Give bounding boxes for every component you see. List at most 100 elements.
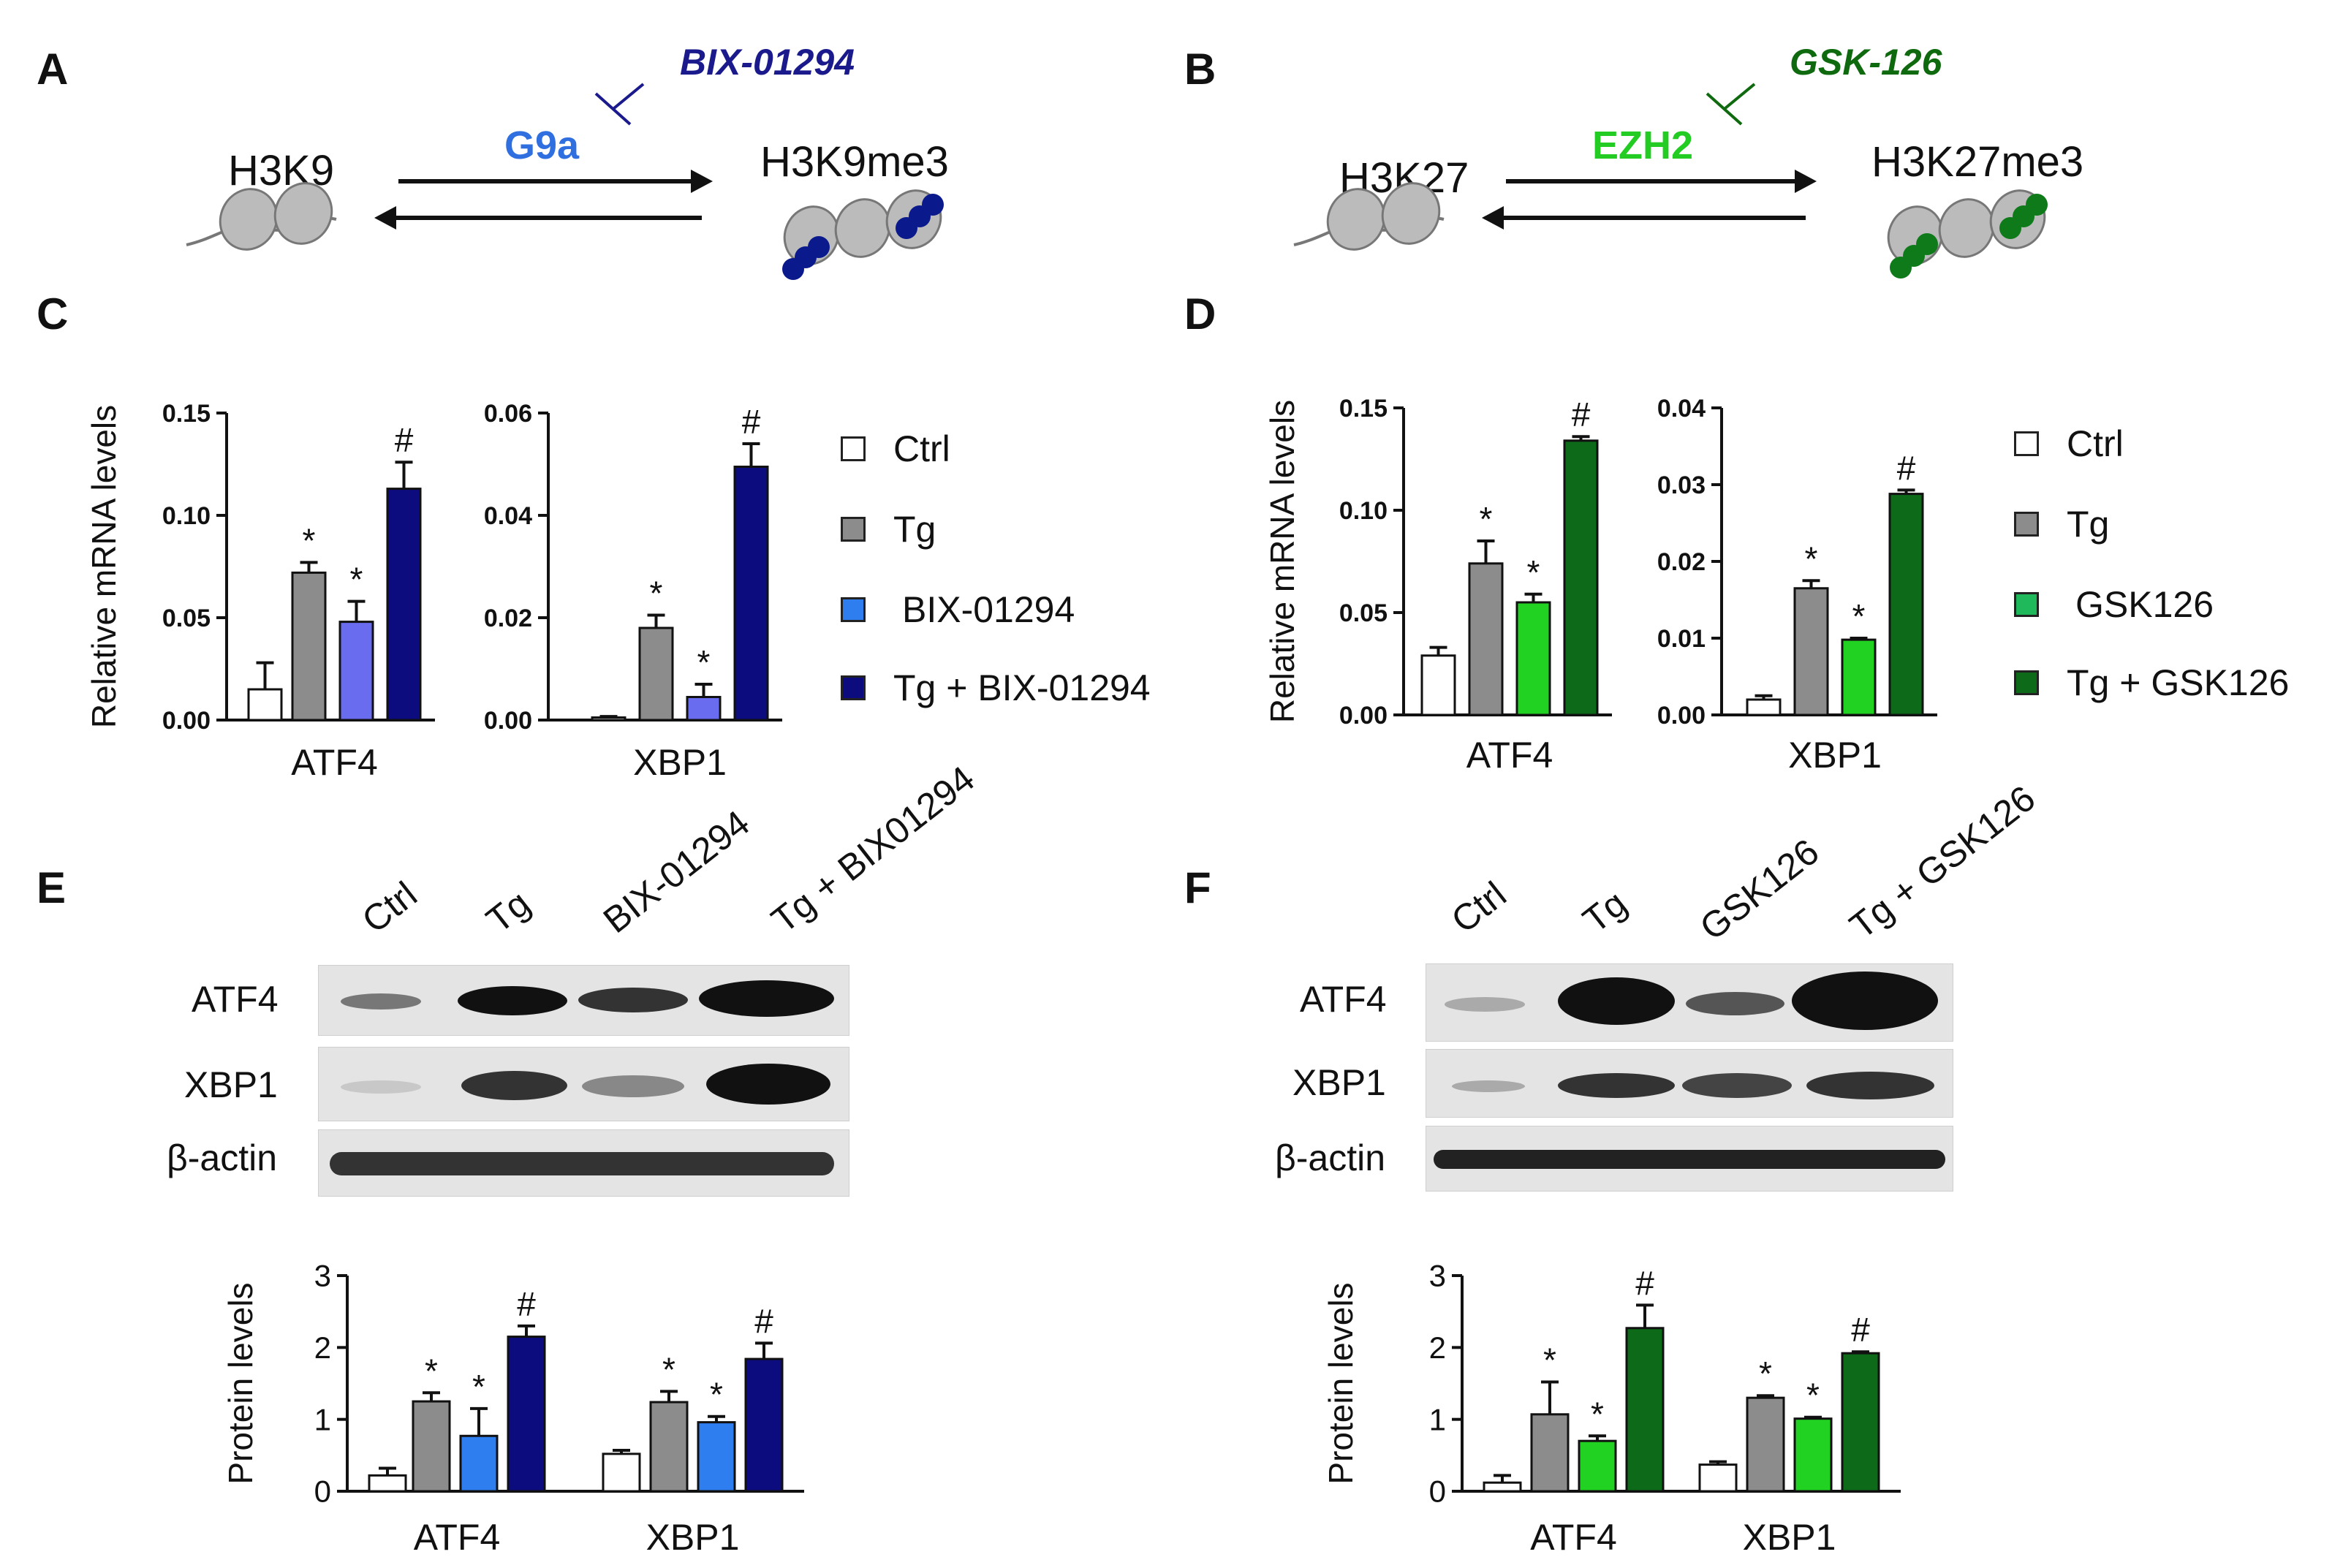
bar [1793,587,1829,716]
legend-item: GSK126 [2014,583,2214,626]
bar [649,1401,689,1493]
y-tick-label: 0.10 [1339,497,1388,525]
blot-strip-atf4 [318,965,849,1036]
significance-label: * [697,643,711,681]
significance-label: * [1480,500,1493,538]
legend-item: BIX-01294 [841,588,1075,631]
bar [1578,1439,1617,1493]
legend-swatch [841,597,866,622]
legend-swatch [2014,670,2039,695]
bar [1420,654,1456,716]
x-axis-label: XBP1 [1788,735,1882,776]
significance-label: # [1635,1264,1654,1302]
y-tick-label: 0.02 [1657,548,1706,576]
legend-label: BIX-01294 [902,589,1075,630]
blot-band [1452,1080,1525,1092]
legend-item: Tg [2014,503,2109,545]
blot-band [1434,1150,1945,1169]
significance-label: # [754,1302,773,1340]
x-axis-label: XBP1 [633,742,727,783]
bar [591,716,627,721]
bar [1698,1463,1738,1493]
blot-band [699,980,834,1017]
blot-strip-beta-actin [318,1129,849,1197]
bar [1841,638,1877,716]
bar [733,466,769,721]
x-axis-label: ATF4 [291,742,378,783]
blot-row-label: β-actin [167,1137,278,1178]
y-tick-label: 0.00 [1657,702,1706,730]
legend-label: Tg + GSK126 [2067,662,2290,703]
significance-label: # [395,421,414,459]
blot-band [461,1071,567,1100]
legend-label: Tg [893,509,936,550]
blot-band [330,1152,834,1175]
bar [338,621,374,721]
bar [1746,1396,1785,1493]
bar [1563,439,1599,716]
y-tick-label: 1 [314,1402,331,1436]
y-axis-label: Protein levels [222,1282,260,1484]
significance-label: * [472,1368,485,1406]
legend-label: Ctrl [893,428,950,469]
significance-label: * [662,1350,675,1388]
blot-band [341,1080,421,1094]
legend-swatch [2014,512,2039,537]
x-axis-label: ATF4 [1466,735,1553,776]
blot-band [582,1075,684,1097]
y-tick-label: 2 [314,1330,331,1365]
bar [1746,698,1782,716]
bar [686,696,722,721]
legend-item: Ctrl [2014,423,2124,465]
blot-row-label: XBP1 [184,1064,278,1105]
blot-band [1806,1072,1934,1099]
y-axis-label: Relative mRNA levels [85,405,123,728]
bar [1888,493,1924,716]
bar [386,488,422,721]
significance-label: * [350,561,363,599]
significance-label: * [1591,1395,1604,1433]
blot-strip-xbp1 [1426,1049,1953,1118]
blot-band [1558,1073,1675,1098]
y-tick-label: 0.00 [162,707,211,735]
legend-item: Tg + GSK126 [2014,662,2289,704]
blot-row-label: ATF4 [1300,979,1387,1020]
legend-label: Tg + BIX-01294 [893,667,1151,708]
blot-band [578,988,688,1012]
significance-label: # [517,1285,536,1323]
group-label: ATF4 [1530,1517,1617,1558]
legend-swatch [841,675,866,700]
blot-band [1445,997,1525,1012]
y-tick-label: 0.00 [484,707,532,735]
bar [1530,1413,1570,1493]
product-label: H3K27me3 [1871,138,2084,186]
blot-band [706,1064,830,1105]
legend-swatch [841,436,866,461]
bar [744,1357,784,1493]
legend-label: GSK126 [2075,584,2214,625]
enzyme-label: EZH2 [1592,124,1694,167]
panel-label-d: D [1184,289,1216,338]
y-tick-label: 0.15 [1339,395,1388,423]
y-tick-label: 0.05 [1339,599,1388,627]
group-label: ATF4 [414,1517,501,1558]
legend-swatch [841,517,866,542]
group-label: XBP1 [646,1517,740,1558]
y-tick-label: 0.00 [1339,702,1388,730]
bar [368,1474,407,1493]
inhibitor-label: GSK-126 [1790,42,1942,83]
y-axis-label: Protein levels [1322,1282,1360,1484]
significance-label: * [710,1376,723,1414]
y-tick-label: 0.06 [484,400,532,428]
inhibitor-label: BIX-01294 [680,42,855,83]
significance-label: * [425,1352,438,1390]
significance-label: # [1851,1311,1870,1349]
significance-label: * [303,521,316,559]
significance-label: * [1805,539,1818,577]
bar [1625,1327,1665,1493]
legend-item: Tg [841,508,936,550]
y-tick-label: 3 [314,1259,331,1293]
y-tick-label: 0.15 [162,400,211,428]
y-tick-label: 0.05 [162,605,211,632]
y-tick-label: 0.10 [162,502,211,530]
